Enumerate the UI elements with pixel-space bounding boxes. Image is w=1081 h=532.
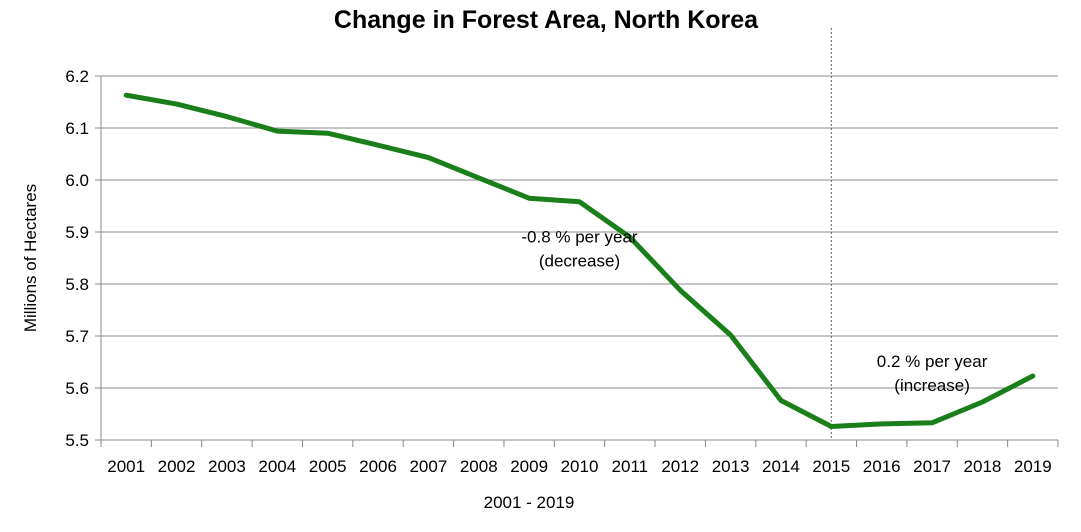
x-tick-label: 2005: [309, 457, 347, 476]
annotations: -0.8 % per year (decrease) 0.2 % per year (…: [521, 227, 987, 395]
y-tick-label: 5.6: [65, 379, 89, 398]
x-tick-label: 2015: [812, 457, 850, 476]
x-tick-label: 2002: [158, 457, 196, 476]
x-tick-label: 2004: [258, 457, 296, 476]
series-line-layer: [123, 92, 1036, 429]
x-tick-label: 2001: [107, 457, 145, 476]
x-tick-label: 2007: [409, 457, 447, 476]
x-tick-label: 2017: [913, 457, 951, 476]
x-tick-label: 2019: [1014, 457, 1052, 476]
x-axis-title: 2001 - 2019: [484, 493, 575, 512]
y-tick-label: 6.2: [65, 67, 89, 86]
y-tick-label: 5.7: [65, 327, 89, 346]
x-tick-label: 2018: [964, 457, 1002, 476]
x-tick-label: 2011: [612, 457, 649, 476]
x-tick-label: 2013: [712, 457, 750, 476]
gridlines: [101, 75, 1058, 389]
annotation-text: (decrease): [539, 251, 620, 270]
x-tick-label: 2006: [359, 457, 397, 476]
x-tick-label: 2014: [762, 457, 800, 476]
y-tick-label: 6.1: [65, 119, 89, 138]
x-tick-label: 2016: [863, 457, 901, 476]
y-tick-label: 5.8: [65, 275, 89, 294]
y-tick-label: 5.9: [65, 223, 89, 242]
x-tick-label: 2003: [208, 457, 246, 476]
annotation-text: (increase): [894, 376, 970, 395]
x-tick-label: 2009: [510, 457, 548, 476]
x-tick-label: 2012: [661, 457, 699, 476]
x-tick-label: 2010: [561, 457, 599, 476]
annotation-text: 0.2 % per year: [877, 352, 988, 371]
tick-labels: 5.5 5.6 5.7 5.8 5.9 6.0 6.1 6.2 2001 2002 2003 2004…: [65, 67, 1051, 476]
y-tick-label: 5.5: [65, 431, 89, 450]
axes: [95, 28, 1059, 447]
y-tick-label: 6.0: [65, 171, 89, 190]
x-tick-label: 2008: [460, 457, 498, 476]
annotation-text: -0.8 % per year: [521, 227, 638, 246]
chart-title: Change in Forest Area, North Korea: [333, 6, 759, 34]
y-axis-title: Millions of Hectares: [21, 184, 40, 332]
